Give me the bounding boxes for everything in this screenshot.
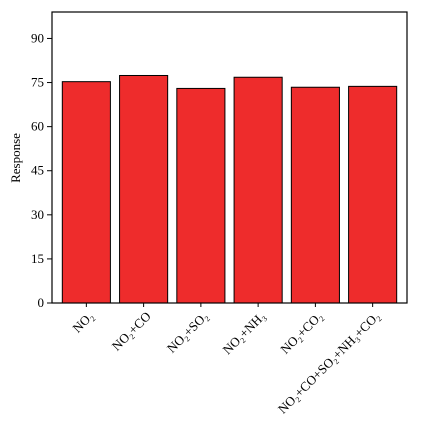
y-tick-label: 90	[31, 30, 44, 45]
bar	[176, 87, 226, 304]
y-tick-label: 30	[31, 207, 44, 222]
y-tick-label: 60	[31, 119, 44, 134]
x-tick-label: NO₂+CO₂	[277, 309, 325, 357]
y-tick-label: 75	[31, 75, 44, 90]
x-tick-label: NO₂+NH₃	[219, 309, 268, 358]
bar	[290, 86, 340, 304]
x-tick-label: NO₂+CO+SO₂+NH₃+CO₂	[275, 309, 383, 417]
x-tick-label: NO₂+CO	[109, 309, 154, 354]
y-tick-label: 15	[31, 251, 44, 266]
y-tick-label: 0	[38, 295, 45, 310]
plot-frame	[51, 11, 408, 304]
x-tick-label: NO₂	[69, 309, 96, 336]
bar	[61, 81, 111, 304]
y-axis-label: Response	[8, 133, 23, 183]
y-tick-label: 45	[31, 163, 44, 178]
bar	[348, 85, 398, 304]
bar	[119, 74, 169, 304]
x-tick-label: NO₂+SO₂	[164, 309, 211, 356]
bar	[233, 76, 283, 304]
